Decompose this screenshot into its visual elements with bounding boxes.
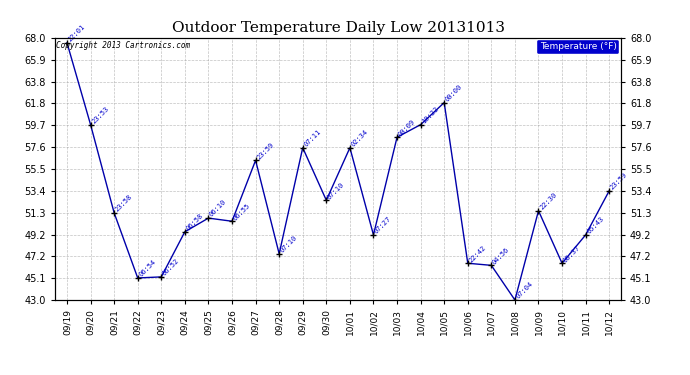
Text: Copyright 2013 Cartronics.com: Copyright 2013 Cartronics.com [57,42,190,51]
Text: 06:10: 06:10 [208,199,228,218]
Text: 23:58: 23:58 [114,194,133,213]
Text: 06:52: 06:52 [161,258,181,277]
Text: 23:59: 23:59 [609,171,629,191]
Text: 22:30: 22:30 [538,192,558,211]
Text: 10:22: 10:22 [421,105,440,125]
Title: Outdoor Temperature Daily Low 20131013: Outdoor Temperature Daily Low 20131013 [172,21,504,35]
Text: 06:54: 06:54 [138,259,157,278]
Text: 07:11: 07:11 [303,129,322,148]
Text: 06:37: 06:37 [562,244,582,263]
Text: 06:58: 06:58 [185,213,204,232]
Legend: Temperature (°F): Temperature (°F) [536,39,619,54]
Text: 05:43: 05:43 [586,216,605,235]
Text: 23:59: 23:59 [255,141,275,160]
Text: 00:00: 00:00 [444,83,464,103]
Text: 07:27: 07:27 [373,216,393,235]
Text: 22:01: 22:01 [67,24,86,43]
Text: 07:10: 07:10 [326,181,346,200]
Text: 06:55: 06:55 [232,202,251,221]
Text: 07:10: 07:10 [279,234,299,254]
Text: 04:56: 04:56 [491,246,511,266]
Text: 07:04: 07:04 [515,281,534,300]
Text: 00:09: 00:09 [397,118,416,137]
Text: 02:34: 02:34 [350,129,369,148]
Text: 22:42: 22:42 [468,244,487,263]
Text: 23:53: 23:53 [90,105,110,125]
